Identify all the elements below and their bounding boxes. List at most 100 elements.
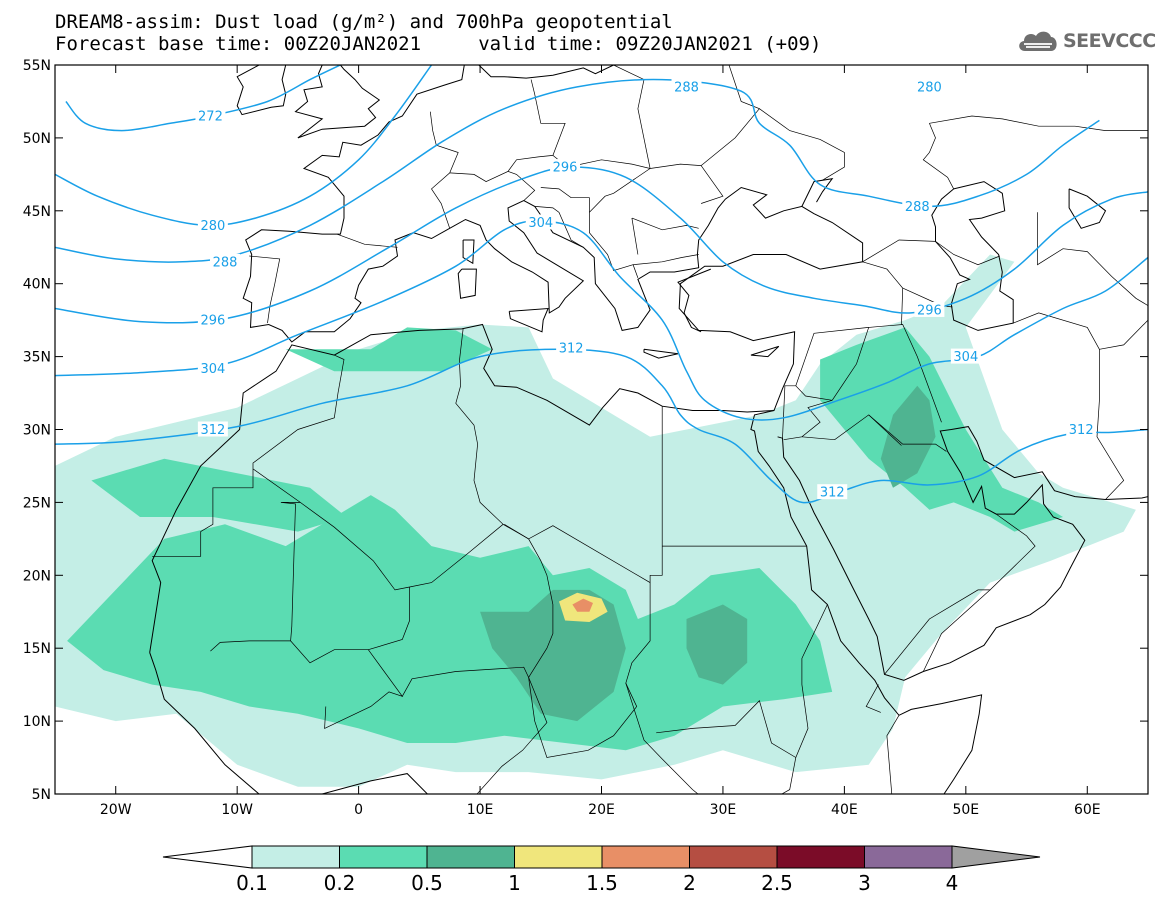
contour-label-bg-10 xyxy=(525,214,556,230)
colorbar-swatch-1 xyxy=(339,845,428,869)
country-border-43 xyxy=(862,239,936,263)
country-border-33 xyxy=(429,111,459,229)
colorbar: 0.1 0.2 0.5 1 1.5 2 2.5 3 4 xyxy=(162,845,1041,895)
contour-label: 304 xyxy=(528,216,553,231)
colorbar-label: 2.5 xyxy=(761,871,793,895)
country-border-36 xyxy=(336,233,398,248)
colorbar-swatch-3 xyxy=(514,845,603,869)
contour-label-bg-6 xyxy=(197,312,228,328)
colorbar-over-arrow xyxy=(951,845,1041,869)
axis-ticks: 20W 10W 0 10E 20E 30E 40E 50E 60E 55N 50N 45N 40N 35N… xyxy=(23,58,1148,818)
country-border-0 xyxy=(152,354,345,557)
country-border-31 xyxy=(540,187,590,213)
coastline-9 xyxy=(801,178,834,207)
country-border-5 xyxy=(280,502,301,641)
contour-label-bg-15 xyxy=(1066,421,1097,437)
colorbar-under-arrow xyxy=(162,845,253,869)
coastline-12 xyxy=(457,268,477,299)
dust-region-0_5-6 xyxy=(686,604,748,685)
colorbar-swatch-2 xyxy=(426,845,515,869)
contour-label-bg-0 xyxy=(195,108,226,124)
country-border-4 xyxy=(528,582,651,758)
contour-label-bg-2 xyxy=(914,78,945,94)
logo-text: SEEVCCC xyxy=(1063,30,1156,52)
dust-region-0_2-2 xyxy=(91,458,347,532)
country-border-17 xyxy=(922,589,991,672)
coastline-2 xyxy=(478,65,614,79)
country-border-30 xyxy=(631,218,639,255)
coastline-1 xyxy=(149,65,864,653)
geopotential-contour-labels: 272 280 280 288 288 288 296 296 296 304 304 304 312 3… xyxy=(195,78,1097,501)
contour-label-bg-9 xyxy=(197,360,228,376)
coastline-10 xyxy=(931,181,1014,331)
country-border-7 xyxy=(368,587,410,651)
lon-tick-label: 30E xyxy=(710,802,737,818)
lat-tick-label: 55N xyxy=(23,58,51,74)
colorbar-swatch-7 xyxy=(864,845,953,869)
country-border-13 xyxy=(795,327,869,386)
colorbar-label: 1 xyxy=(508,871,521,895)
contour-label: 296 xyxy=(200,314,225,329)
colorbar-label: 0.2 xyxy=(324,871,356,895)
country-border-14 xyxy=(801,414,947,452)
country-border-27 xyxy=(589,168,651,279)
lat-tick-label: 30N xyxy=(23,423,51,439)
colorbar-label: 0.5 xyxy=(411,871,443,895)
contour-label: 304 xyxy=(953,350,978,365)
map-title: DREAM8-assim: Dust load (g/m²) and 700hP… xyxy=(55,11,673,33)
coastline-6 xyxy=(677,268,711,333)
country-border-29 xyxy=(631,217,699,231)
country-border-34 xyxy=(449,171,536,201)
lon-tick-label: 0 xyxy=(354,802,363,818)
seevccc-logo: SEEVCCC xyxy=(1016,25,1156,55)
colorbar-label: 0.1 xyxy=(236,871,268,895)
contour-272 xyxy=(65,65,341,132)
country-border-40 xyxy=(759,108,845,181)
country-border-24 xyxy=(935,241,1000,266)
lat-tick-label: 15N xyxy=(23,641,51,657)
geopotential-contours xyxy=(55,65,1148,504)
dust-load-shading xyxy=(55,254,1136,787)
country-border-6 xyxy=(210,640,404,729)
colorbar-label: 3 xyxy=(858,871,871,895)
coastline-8 xyxy=(777,426,1148,681)
dust-region-0_5-5 xyxy=(480,589,626,722)
coastline-7 xyxy=(750,410,983,794)
country-border-32 xyxy=(534,206,584,248)
country-border-19 xyxy=(865,684,881,713)
cloud-icon xyxy=(1019,31,1057,51)
lon-tick-label: 50E xyxy=(952,802,979,818)
lon-tick-label: 60E xyxy=(1074,802,1101,818)
contour-label: 312 xyxy=(820,486,845,501)
contour-label: 280 xyxy=(200,219,225,234)
country-borders xyxy=(152,65,1148,794)
country-border-18 xyxy=(886,715,900,794)
contour-label-bg-1 xyxy=(197,217,228,233)
contour-label: 288 xyxy=(213,255,238,270)
colorbar-label: 4 xyxy=(946,871,959,895)
coastline-3 xyxy=(297,65,381,139)
country-border-42 xyxy=(922,123,955,190)
contour-label: 272 xyxy=(198,110,223,125)
dust-region-0_2-4 xyxy=(285,327,493,372)
country-border-9 xyxy=(625,604,828,794)
lat-tick-label: 10N xyxy=(23,714,51,730)
country-border-10 xyxy=(656,700,796,758)
coastlines xyxy=(149,65,1148,794)
coastline-11 xyxy=(1068,188,1107,229)
coastline-15 xyxy=(643,348,679,359)
lat-tick-label: 20N xyxy=(23,568,51,584)
colorbar-swatch-0 xyxy=(251,845,340,869)
country-border-23 xyxy=(1099,319,1148,350)
lat-tick-label: 40N xyxy=(23,277,51,293)
lon-tick-label: 20W xyxy=(100,802,132,818)
contour-label-bg-13 xyxy=(556,339,587,355)
contour-312 xyxy=(55,348,1148,504)
country-border-15 xyxy=(868,414,902,446)
contour-label-bg-5 xyxy=(902,198,933,214)
contour-label-bg-11 xyxy=(950,348,981,364)
lat-tick-label: 25N xyxy=(23,495,51,511)
dust-region-1_5-9 xyxy=(572,598,593,612)
coastline-0 xyxy=(149,652,429,794)
